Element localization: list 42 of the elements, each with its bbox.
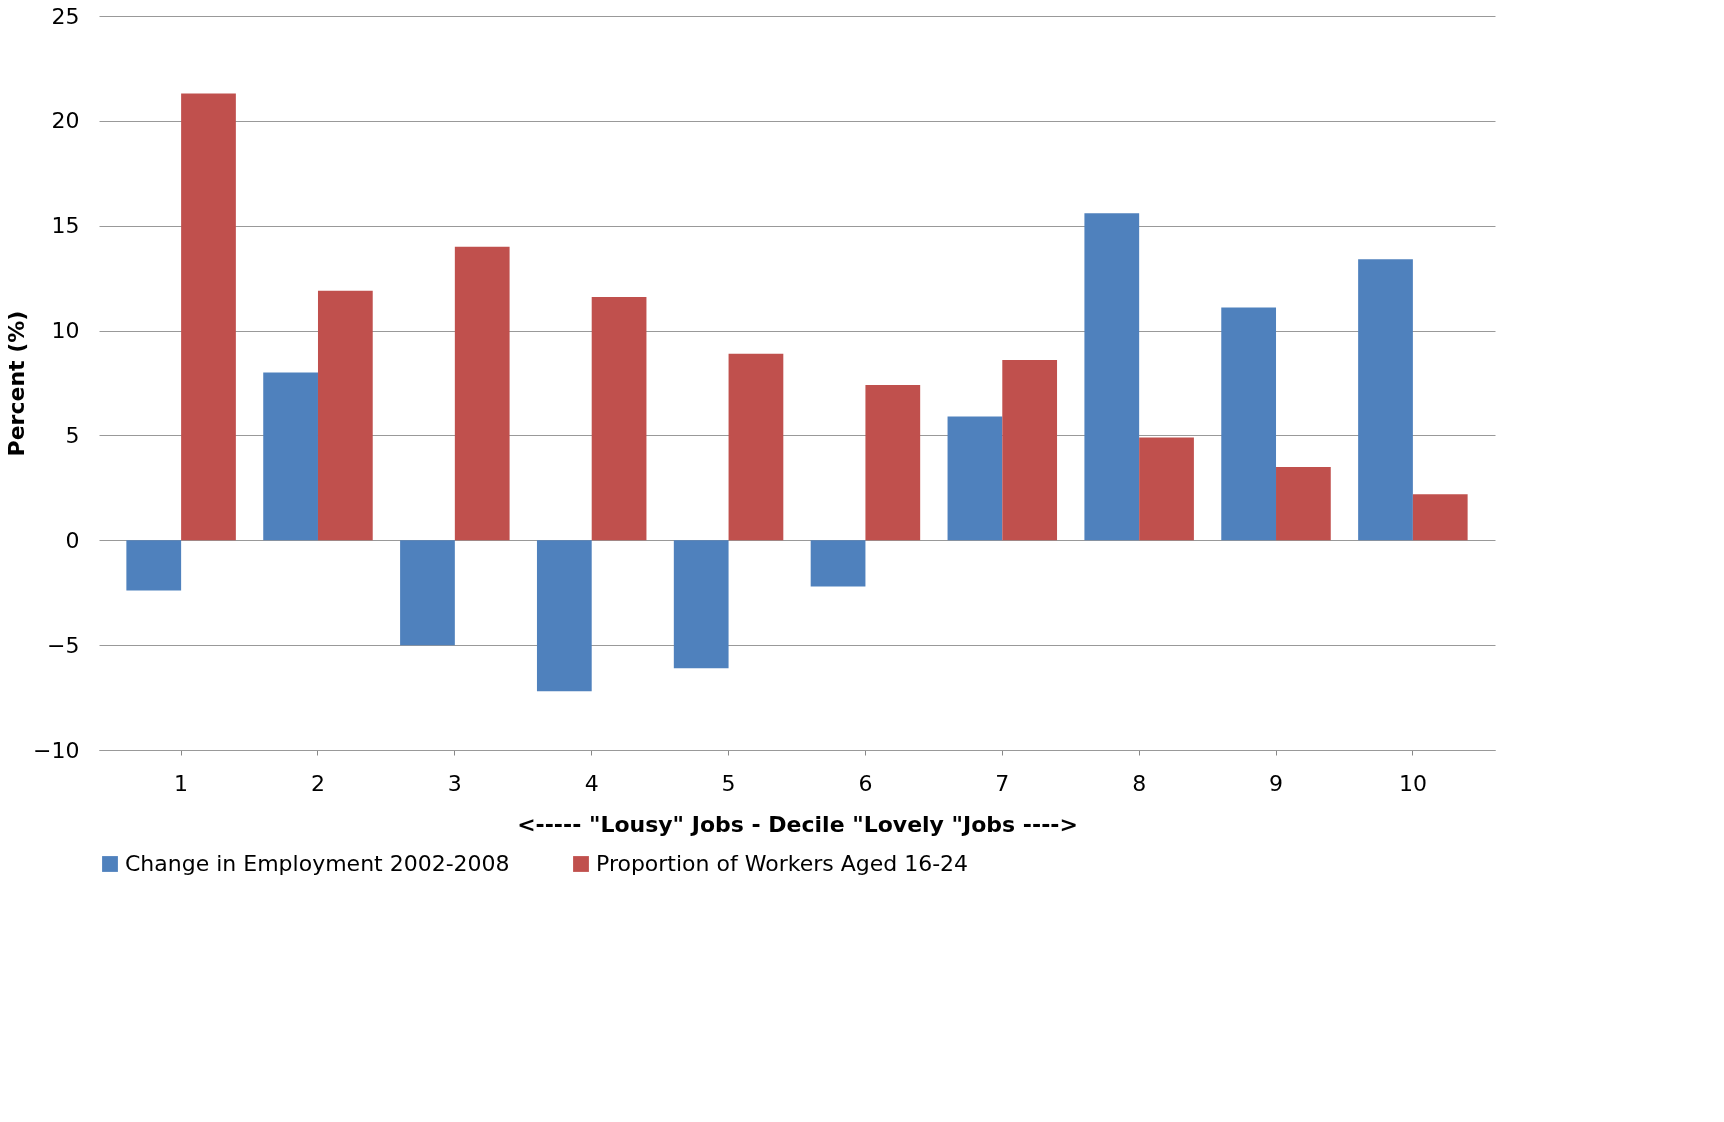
x-tick-label: 1 — [174, 770, 189, 796]
x-tick-label: 7 — [995, 770, 1010, 796]
legend-label: Proportion of Workers Aged 16-24 — [596, 851, 969, 876]
bar — [181, 93, 236, 541]
bar — [673, 540, 729, 669]
x-tick-label: 9 — [1269, 770, 1284, 796]
x-tick-label: 10 — [1398, 770, 1427, 796]
x-tick-label: 3 — [447, 770, 462, 796]
bar — [1412, 494, 1468, 541]
bar — [865, 385, 921, 541]
bar — [1276, 466, 1331, 541]
y-tick-label: −5 — [47, 632, 80, 658]
bar — [536, 540, 592, 692]
bar — [947, 416, 1003, 541]
legend-label: Change in Employment 2002-2008 — [125, 851, 510, 876]
x-tick-label: 5 — [721, 770, 736, 796]
y-tick-label: 15 — [51, 213, 80, 239]
y-tick-label: −10 — [33, 737, 80, 763]
y-tick-label: 25 — [51, 3, 80, 29]
bar — [810, 540, 866, 587]
y-tick-label: 10 — [51, 318, 80, 344]
x-tick-label: 6 — [858, 770, 873, 796]
bar — [126, 540, 182, 591]
bar — [1002, 359, 1058, 541]
bar — [1358, 259, 1413, 541]
x-tick-label: 2 — [310, 770, 325, 796]
y-tick-label: 20 — [51, 108, 80, 134]
bar — [1221, 307, 1277, 541]
bar — [317, 290, 373, 541]
bar — [1084, 213, 1140, 541]
bar — [400, 540, 455, 646]
y-axis-title: Percent (%) — [4, 310, 30, 457]
bar — [591, 297, 647, 541]
y-tick-label: 0 — [65, 527, 80, 553]
x-tick-label: 4 — [584, 770, 599, 796]
x-tick-label: 8 — [1132, 770, 1147, 796]
bar — [1139, 437, 1194, 541]
x-axis-title: <----- "Lousy" Jobs - Decile "Lovely "Jobs ----> — [517, 811, 1078, 837]
y-tick-label: 5 — [65, 422, 80, 448]
bar — [728, 353, 784, 541]
bar — [454, 246, 510, 541]
bar — [263, 372, 318, 541]
